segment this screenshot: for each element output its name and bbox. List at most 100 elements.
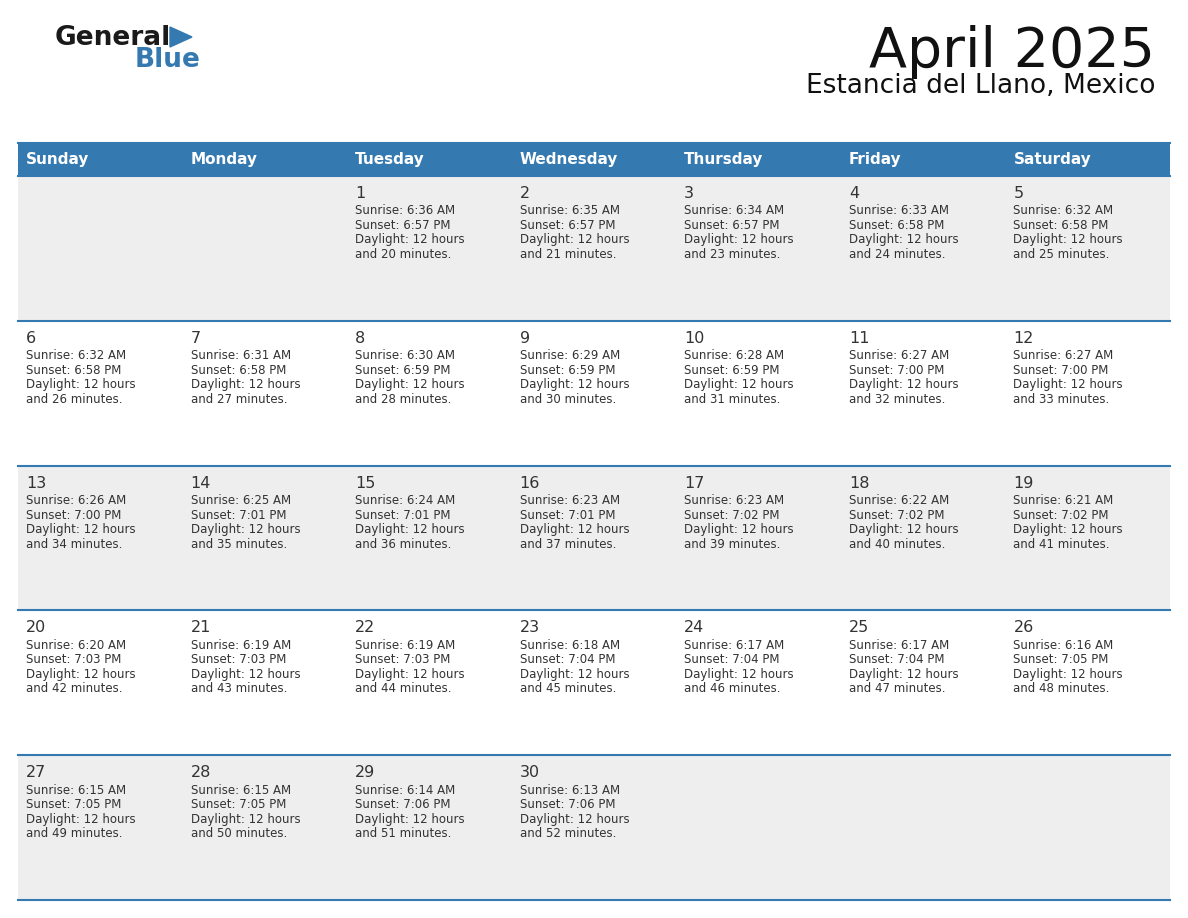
Text: 5: 5 <box>1013 186 1024 201</box>
Text: Sunrise: 6:19 AM: Sunrise: 6:19 AM <box>190 639 291 652</box>
Text: and 41 minutes.: and 41 minutes. <box>1013 538 1110 551</box>
Text: Monday: Monday <box>190 152 258 167</box>
Text: General: General <box>55 25 171 51</box>
Text: and 20 minutes.: and 20 minutes. <box>355 248 451 261</box>
Text: Sunset: 7:02 PM: Sunset: 7:02 PM <box>684 509 779 521</box>
Text: Daylight: 12 hours: Daylight: 12 hours <box>1013 233 1123 247</box>
Text: 1: 1 <box>355 186 366 201</box>
Text: Sunrise: 6:29 AM: Sunrise: 6:29 AM <box>519 350 620 363</box>
Text: and 40 minutes.: and 40 minutes. <box>849 538 946 551</box>
Text: Sunrise: 6:21 AM: Sunrise: 6:21 AM <box>1013 494 1113 507</box>
Text: Sunset: 7:01 PM: Sunset: 7:01 PM <box>190 509 286 521</box>
Text: Sunset: 7:00 PM: Sunset: 7:00 PM <box>26 509 121 521</box>
Text: Sunrise: 6:18 AM: Sunrise: 6:18 AM <box>519 639 620 652</box>
Text: 15: 15 <box>355 476 375 490</box>
Text: Sunrise: 6:14 AM: Sunrise: 6:14 AM <box>355 784 455 797</box>
Text: Sunrise: 6:19 AM: Sunrise: 6:19 AM <box>355 639 455 652</box>
Text: and 21 minutes.: and 21 minutes. <box>519 248 617 261</box>
Text: Sunrise: 6:13 AM: Sunrise: 6:13 AM <box>519 784 620 797</box>
Text: Sunrise: 6:27 AM: Sunrise: 6:27 AM <box>849 350 949 363</box>
Text: Sunrise: 6:17 AM: Sunrise: 6:17 AM <box>684 639 784 652</box>
Text: and 51 minutes.: and 51 minutes. <box>355 827 451 840</box>
Text: Daylight: 12 hours: Daylight: 12 hours <box>26 812 135 825</box>
Text: Sunday: Sunday <box>26 152 89 167</box>
Text: 14: 14 <box>190 476 211 490</box>
Text: and 34 minutes.: and 34 minutes. <box>26 538 122 551</box>
Text: and 28 minutes.: and 28 minutes. <box>355 393 451 406</box>
Text: 9: 9 <box>519 330 530 346</box>
Text: Daylight: 12 hours: Daylight: 12 hours <box>190 668 301 681</box>
Text: and 48 minutes.: and 48 minutes. <box>1013 682 1110 696</box>
Text: Blue: Blue <box>135 47 201 73</box>
Text: Daylight: 12 hours: Daylight: 12 hours <box>190 523 301 536</box>
Text: Sunset: 7:02 PM: Sunset: 7:02 PM <box>1013 509 1108 521</box>
Text: 28: 28 <box>190 766 211 780</box>
Text: Sunrise: 6:15 AM: Sunrise: 6:15 AM <box>190 784 291 797</box>
Text: and 42 minutes.: and 42 minutes. <box>26 682 122 696</box>
Text: 12: 12 <box>1013 330 1034 346</box>
Text: Daylight: 12 hours: Daylight: 12 hours <box>190 812 301 825</box>
Text: 25: 25 <box>849 621 870 635</box>
Text: Daylight: 12 hours: Daylight: 12 hours <box>519 233 630 247</box>
Text: Sunset: 7:03 PM: Sunset: 7:03 PM <box>26 654 121 666</box>
Text: April 2025: April 2025 <box>868 25 1155 79</box>
Text: Sunset: 7:03 PM: Sunset: 7:03 PM <box>355 654 450 666</box>
Text: and 46 minutes.: and 46 minutes. <box>684 682 781 696</box>
Text: Sunrise: 6:30 AM: Sunrise: 6:30 AM <box>355 350 455 363</box>
Text: 18: 18 <box>849 476 870 490</box>
Bar <box>18 465 1170 610</box>
Text: 8: 8 <box>355 330 366 346</box>
Text: Sunrise: 6:23 AM: Sunrise: 6:23 AM <box>519 494 620 507</box>
Bar <box>18 143 1170 176</box>
Text: Saturday: Saturday <box>1013 152 1092 167</box>
Text: Daylight: 12 hours: Daylight: 12 hours <box>849 523 959 536</box>
Text: Sunset: 6:58 PM: Sunset: 6:58 PM <box>190 364 286 376</box>
Text: Daylight: 12 hours: Daylight: 12 hours <box>684 233 794 247</box>
Text: Sunrise: 6:20 AM: Sunrise: 6:20 AM <box>26 639 126 652</box>
Text: Daylight: 12 hours: Daylight: 12 hours <box>355 812 465 825</box>
Text: 11: 11 <box>849 330 870 346</box>
Text: Sunset: 7:05 PM: Sunset: 7:05 PM <box>26 798 121 812</box>
Text: Sunset: 7:01 PM: Sunset: 7:01 PM <box>519 509 615 521</box>
Text: Sunset: 7:03 PM: Sunset: 7:03 PM <box>190 654 286 666</box>
Text: 10: 10 <box>684 330 704 346</box>
Text: and 52 minutes.: and 52 minutes. <box>519 827 617 840</box>
Text: Sunset: 7:04 PM: Sunset: 7:04 PM <box>519 654 615 666</box>
Text: Sunset: 6:58 PM: Sunset: 6:58 PM <box>1013 219 1108 232</box>
Text: Sunrise: 6:16 AM: Sunrise: 6:16 AM <box>1013 639 1113 652</box>
Text: and 23 minutes.: and 23 minutes. <box>684 248 781 261</box>
Text: Daylight: 12 hours: Daylight: 12 hours <box>1013 378 1123 391</box>
Text: 21: 21 <box>190 621 211 635</box>
Text: Sunrise: 6:32 AM: Sunrise: 6:32 AM <box>1013 205 1113 218</box>
Text: Daylight: 12 hours: Daylight: 12 hours <box>355 233 465 247</box>
Text: Friday: Friday <box>849 152 902 167</box>
Text: 16: 16 <box>519 476 541 490</box>
Text: Daylight: 12 hours: Daylight: 12 hours <box>1013 668 1123 681</box>
Text: Sunrise: 6:28 AM: Sunrise: 6:28 AM <box>684 350 784 363</box>
Text: Sunset: 6:59 PM: Sunset: 6:59 PM <box>684 364 779 376</box>
Text: Sunrise: 6:15 AM: Sunrise: 6:15 AM <box>26 784 126 797</box>
Text: Sunrise: 6:36 AM: Sunrise: 6:36 AM <box>355 205 455 218</box>
Text: Sunset: 7:04 PM: Sunset: 7:04 PM <box>684 654 779 666</box>
Text: Sunset: 7:01 PM: Sunset: 7:01 PM <box>355 509 450 521</box>
Text: Sunrise: 6:34 AM: Sunrise: 6:34 AM <box>684 205 784 218</box>
Text: Sunset: 7:05 PM: Sunset: 7:05 PM <box>190 798 286 812</box>
Text: Sunset: 6:58 PM: Sunset: 6:58 PM <box>26 364 121 376</box>
Text: and 30 minutes.: and 30 minutes. <box>519 393 615 406</box>
Text: 29: 29 <box>355 766 375 780</box>
Text: Sunrise: 6:33 AM: Sunrise: 6:33 AM <box>849 205 949 218</box>
Bar <box>18 320 1170 465</box>
Text: Sunset: 6:57 PM: Sunset: 6:57 PM <box>519 219 615 232</box>
Text: Tuesday: Tuesday <box>355 152 425 167</box>
Text: and 43 minutes.: and 43 minutes. <box>190 682 287 696</box>
Text: Daylight: 12 hours: Daylight: 12 hours <box>519 668 630 681</box>
Polygon shape <box>170 27 192 47</box>
Text: Sunset: 7:00 PM: Sunset: 7:00 PM <box>1013 364 1108 376</box>
Text: Sunset: 6:57 PM: Sunset: 6:57 PM <box>355 219 450 232</box>
Text: Daylight: 12 hours: Daylight: 12 hours <box>519 378 630 391</box>
Text: Sunset: 7:06 PM: Sunset: 7:06 PM <box>355 798 450 812</box>
Text: and 32 minutes.: and 32 minutes. <box>849 393 946 406</box>
Text: Sunrise: 6:24 AM: Sunrise: 6:24 AM <box>355 494 455 507</box>
Text: Daylight: 12 hours: Daylight: 12 hours <box>26 668 135 681</box>
Text: and 26 minutes.: and 26 minutes. <box>26 393 122 406</box>
